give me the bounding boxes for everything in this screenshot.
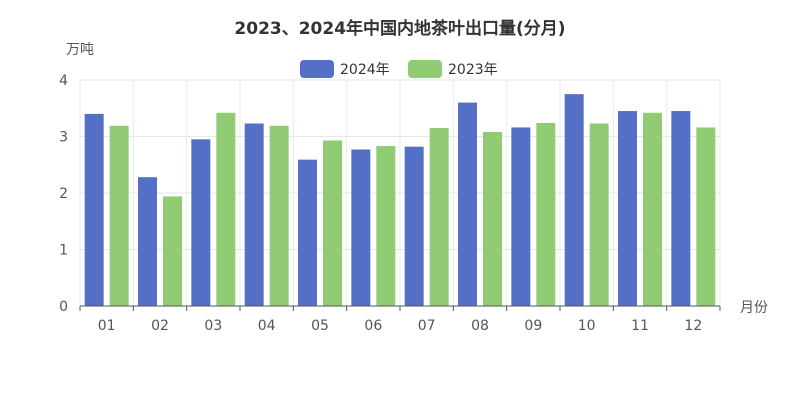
x-tick-label: 10 — [578, 318, 596, 334]
x-axis-label: 月份 — [740, 300, 768, 316]
bar-2024年-02[interactable] — [138, 177, 157, 306]
bar-2024年-01[interactable] — [84, 113, 104, 307]
legend-swatch[interactable] — [300, 60, 334, 78]
x-tick-label: 05 — [311, 318, 329, 334]
chart-title: 2023、2024年中国内地茶叶出口量(分月) — [234, 18, 565, 39]
bar-2023年-02[interactable] — [163, 196, 182, 306]
bar-2024年-10[interactable] — [564, 94, 584, 306]
x-tick-label: 07 — [418, 318, 436, 334]
bar-2023年-04[interactable] — [269, 125, 289, 306]
bar-2023年-07[interactable] — [429, 128, 449, 306]
bar-2023年-01[interactable] — [109, 125, 129, 306]
bars — [84, 94, 716, 307]
legend-label[interactable]: 2023年 — [448, 62, 498, 78]
bar-2024年-09[interactable] — [511, 127, 531, 307]
y-tick-label: 2 — [59, 186, 68, 202]
legend: 2024年 2023年 — [300, 60, 498, 78]
x-tick-label: 08 — [471, 318, 489, 334]
bar-2024年-08[interactable] — [458, 102, 477, 306]
bar-2023年-09[interactable] — [536, 122, 556, 306]
bar-2024年-07[interactable] — [404, 146, 424, 306]
x-tick-label: 01 — [98, 318, 116, 334]
bar-2023年-06[interactable] — [376, 146, 396, 306]
y-tick-label: 3 — [59, 130, 68, 146]
y-tick-label: 4 — [59, 73, 68, 89]
bar-2024年-05[interactable] — [298, 159, 317, 306]
bar-2023年-11[interactable] — [643, 112, 662, 307]
x-tick-label: 02 — [151, 318, 169, 334]
legend-label[interactable]: 2024年 — [340, 62, 390, 78]
bar-2024年-06[interactable] — [351, 149, 371, 306]
bar-2024年-03[interactable] — [191, 139, 211, 306]
bar-2023年-08[interactable] — [483, 131, 502, 306]
x-tick-label: 04 — [258, 318, 276, 334]
bar-2023年-12[interactable] — [696, 127, 716, 307]
bar-2024年-12[interactable] — [671, 111, 691, 306]
y-axis-label: 万吨 — [66, 42, 94, 58]
grid-lines — [79, 79, 721, 306]
y-tick-label: 1 — [59, 243, 68, 259]
bar-2023年-05[interactable] — [323, 140, 342, 306]
x-tick-label: 09 — [524, 318, 542, 334]
x-tick-label: 03 — [204, 318, 222, 334]
bar-2024年-04[interactable] — [244, 123, 264, 306]
x-tick-label: 06 — [364, 318, 382, 334]
y-tick-label: 0 — [59, 299, 68, 315]
bar-2024年-11[interactable] — [618, 111, 637, 306]
legend-swatch[interactable] — [408, 60, 442, 78]
bar-2023年-03[interactable] — [216, 112, 236, 307]
bar-2023年-10[interactable] — [589, 123, 609, 306]
x-tick-label: 12 — [684, 318, 702, 334]
x-tick-label: 11 — [631, 318, 649, 334]
